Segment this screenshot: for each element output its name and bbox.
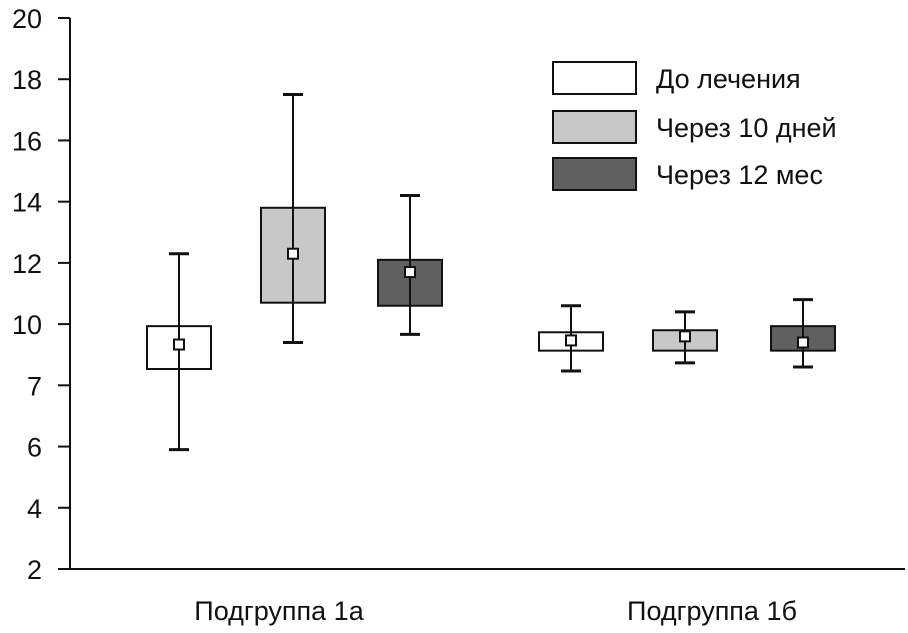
- category-label: Подгруппа 1б: [627, 596, 797, 626]
- box-group: [260, 93, 326, 344]
- legend-label: Через 12 мес: [656, 160, 823, 190]
- legend-item: Через 12 мес: [552, 157, 823, 191]
- y-tick-label: 6: [27, 433, 42, 463]
- y-tick-label: 2: [27, 555, 42, 585]
- legend-item: Через 10 дней: [552, 110, 837, 144]
- box-group: [377, 194, 443, 336]
- y-tick-label: 20: [12, 4, 42, 34]
- y-tick-label: 12: [12, 249, 42, 279]
- category-label: Подгруппа 1а: [194, 596, 364, 626]
- mean-marker: [404, 266, 416, 279]
- legend-swatch: [552, 157, 637, 191]
- y-tick-label: 10: [12, 310, 42, 340]
- mean-marker: [287, 247, 299, 260]
- legend-label: До лечения: [656, 64, 801, 94]
- box-group: [146, 252, 212, 452]
- y-tick-label: 14: [12, 188, 42, 218]
- legend-swatch: [552, 110, 637, 144]
- y-tick-label: 4: [27, 494, 42, 524]
- y-tick-label: 18: [12, 65, 42, 95]
- y-tick-label: 7: [27, 371, 42, 401]
- mean-marker: [679, 330, 691, 343]
- box-group: [770, 298, 836, 369]
- mean-marker: [797, 336, 809, 349]
- legend: До лечения Через 10 дней Через 12 мес: [552, 61, 837, 191]
- plot-area: [146, 93, 836, 452]
- y-tick-label: 16: [12, 126, 42, 156]
- mean-marker: [173, 338, 185, 351]
- axes: [69, 18, 905, 570]
- x-axis-categories: Подгруппа 1а Подгруппа 1б: [194, 596, 797, 626]
- mean-marker: [565, 334, 577, 347]
- y-axis-ticks: 2 4 6 7 10 12 14 16 18 20: [12, 4, 70, 585]
- box-group: [538, 304, 604, 373]
- legend-label: Через 10 дней: [656, 113, 837, 143]
- legend-swatch: [552, 61, 637, 95]
- box-group: [652, 310, 718, 365]
- legend-item: До лечения: [552, 61, 801, 95]
